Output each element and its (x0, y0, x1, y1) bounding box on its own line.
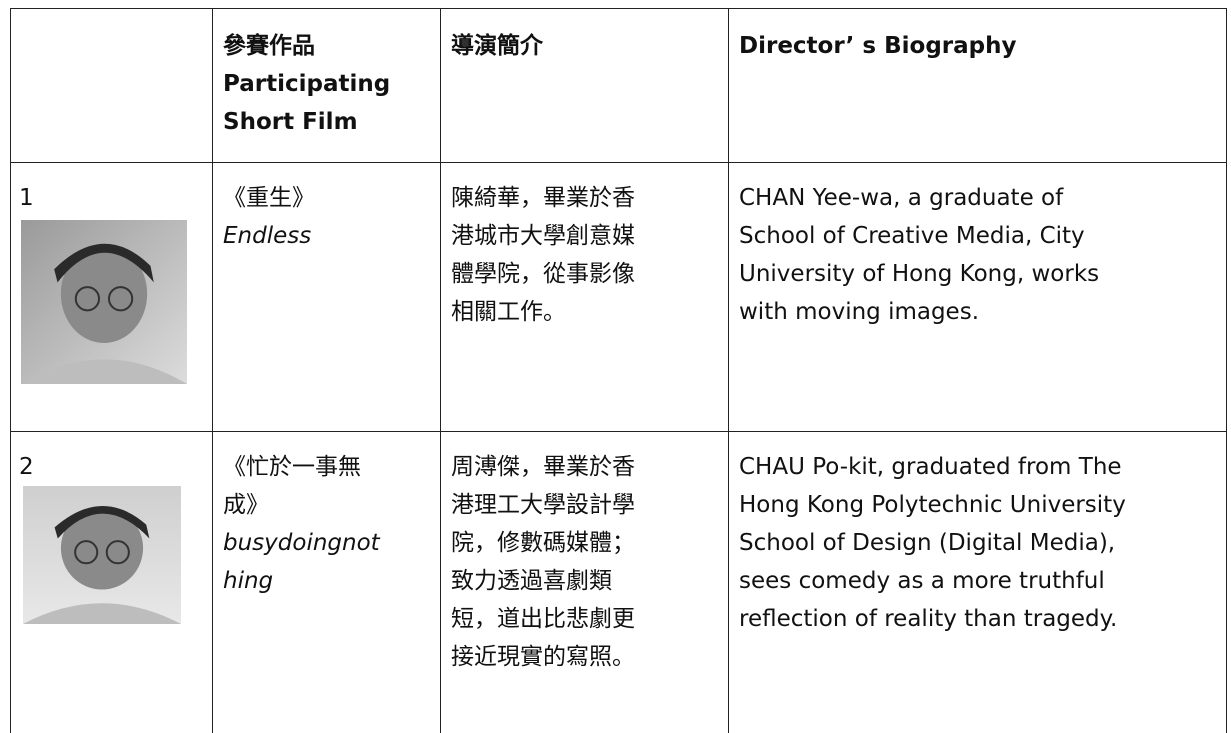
text-line: 相關工作。 (451, 299, 566, 325)
text-line: 港理工大學設計學 (451, 492, 635, 518)
text-line: 導演簡介 (451, 33, 543, 59)
text-line: 成》 (223, 492, 269, 518)
text-line: 致力透過喜劇類 (451, 568, 612, 594)
cell-text: Director’ s Biography (739, 27, 1016, 65)
table-cell: 周溥傑，畢業於香 港理工大學設計學 院，修數碼媒體； 致力透過喜劇類 短，道出比悲劇更接… (440, 431, 729, 733)
film-title-en: hing (223, 568, 274, 594)
text-line: CHAU Po-kit, graduated from The (739, 454, 1122, 480)
text-line: with moving images. (739, 299, 980, 325)
text-line: CHAN Yee-wa, a graduate of (739, 185, 1064, 211)
cell-text: 《重生》 Endless (223, 179, 315, 255)
table-cell: Director’ s Biography (728, 8, 1227, 163)
table-cell: 《忙於一事無 成》 busydoingnot hing (212, 431, 441, 733)
text-line: 《忙於一事無 (223, 454, 361, 480)
text-line: sees comedy as a more truthful (739, 568, 1105, 594)
text-line: 短，道出比悲劇更 (451, 606, 635, 632)
table-cell: 導演簡介 (440, 8, 729, 163)
cell-text: CHAU Po-kit, graduated from The Hong Kong… (739, 448, 1126, 638)
table-cell: 1 (10, 162, 213, 432)
director-photo (21, 220, 187, 384)
text-line: 體學院，從事影像 (451, 261, 635, 287)
cell-text: 陳綺華，畢業於香 港城市大學創意媒 體學院，從事影像 相關工作。 (451, 179, 635, 331)
table-cell: CHAU Po-kit, graduated from The Hong Kong… (728, 431, 1227, 733)
text-line: Director’ s Biography (739, 33, 1017, 59)
text-line: 院，修數碼媒體； (451, 530, 635, 556)
text-line: 周溥傑，畢業於香 (451, 454, 635, 480)
director-photo (23, 486, 181, 624)
table-cell: CHAN Yee-wa, a graduate of School of Crea… (728, 162, 1227, 432)
text-line: 接近現實的寫照。 (451, 644, 635, 670)
text-line: Hong Kong Polytechnic University (739, 492, 1126, 518)
text-line: University of Hong Kong, works (739, 261, 1100, 287)
text-line: Participating (223, 71, 391, 97)
row-number: 2 (19, 454, 34, 480)
text-line: 參賽作品 (223, 33, 315, 59)
table-cell: 《重生》 Endless (212, 162, 441, 432)
row-number: 1 (19, 185, 34, 211)
text-line: 港城市大學創意媒 (451, 223, 635, 249)
film-title-en: busydoingnot (223, 530, 380, 556)
cell-text: 參賽作品 Participating Short Film (223, 27, 390, 141)
table-cell (10, 8, 213, 163)
cell-text: CHAN Yee-wa, a graduate of School of Crea… (739, 179, 1099, 331)
film-title-en: Endless (223, 223, 312, 249)
text-line: Short Film (223, 109, 358, 135)
cell-text: 周溥傑，畢業於香 港理工大學設計學 院，修數碼媒體； 致力透過喜劇類 短，道出比悲劇更接… (451, 448, 635, 676)
cell-text: 《忙於一事無 成》 busydoingnot hing (223, 448, 380, 600)
text-line: School of Design (Digital Media), (739, 530, 1116, 556)
text-line: reflection of reality than tragedy. (739, 606, 1118, 632)
text-line: 陳綺華，畢業於香 (451, 185, 635, 211)
table-cell: 參賽作品 Participating Short Film (212, 8, 441, 163)
table-cell: 2 (10, 431, 213, 733)
cell-text: 導演簡介 (451, 27, 543, 65)
table-cell: 陳綺華，畢業於香 港城市大學創意媒 體學院，從事影像 相關工作。 (440, 162, 729, 432)
text-line: 《重生》 (223, 185, 315, 211)
text-line: School of Creative Media, City (739, 223, 1085, 249)
